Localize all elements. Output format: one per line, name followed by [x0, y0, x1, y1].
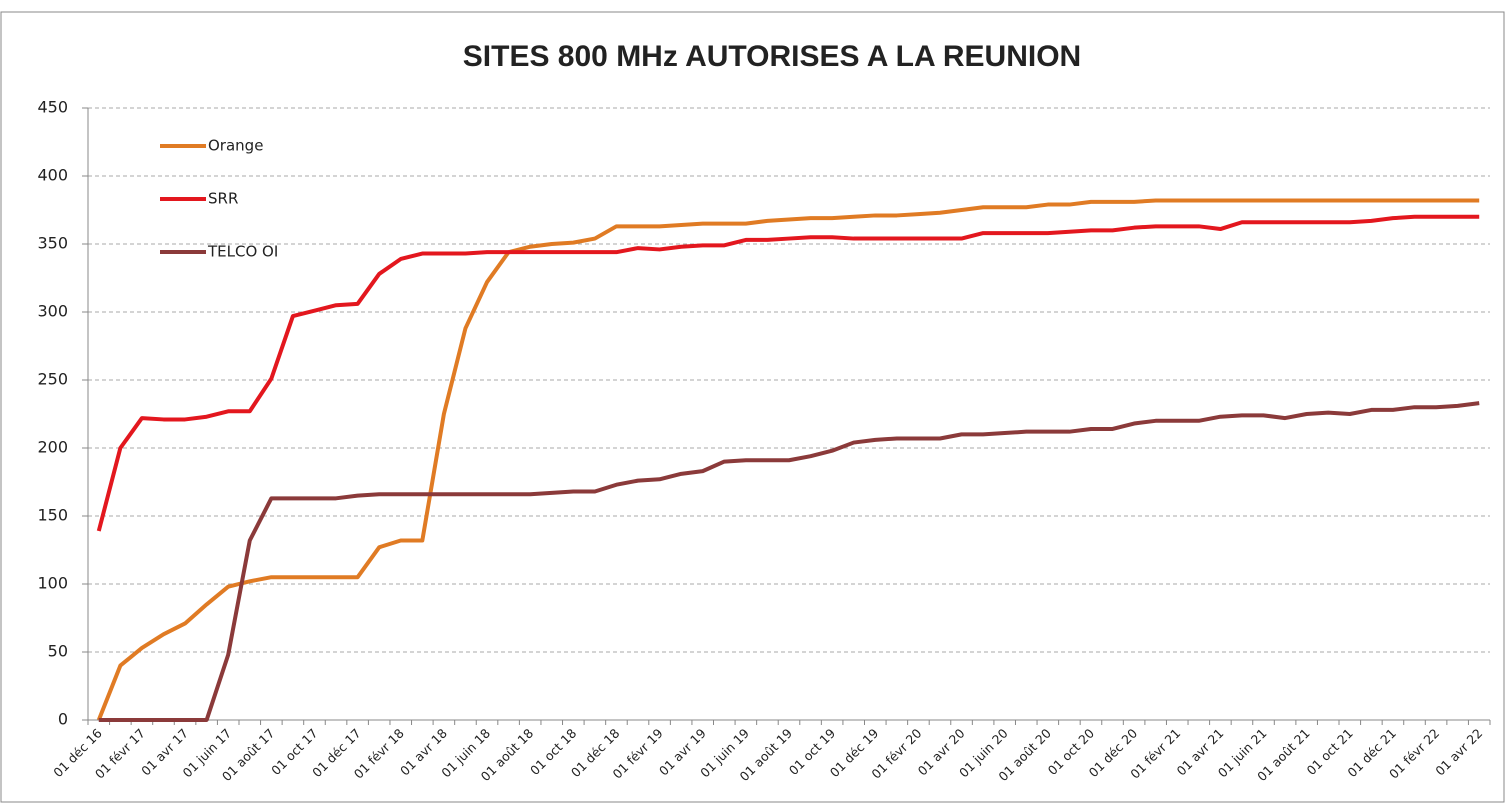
series-line	[96, 214, 1480, 532]
y-tick-label: 200	[37, 438, 68, 457]
chart-border	[0, 11, 1505, 803]
y-tick-label: 300	[37, 302, 68, 321]
y-tick-label: 50	[48, 642, 68, 661]
y-tick-label: 400	[37, 166, 68, 185]
y-tick-label: 0	[58, 710, 68, 729]
series-line	[96, 198, 1480, 721]
legend-label: SRR	[208, 190, 238, 208]
y-tick-label: 250	[37, 370, 68, 389]
chart-title: SITES 800 MHz AUTORISES A LA REUNION	[463, 40, 1081, 73]
legend-label: Orange	[208, 137, 263, 155]
legend-label: TELCO OI	[207, 243, 278, 261]
y-tick-label: 100	[37, 574, 68, 593]
y-tick-label: 150	[37, 506, 68, 525]
series-line	[98, 401, 1480, 722]
y-tick-label: 350	[37, 234, 68, 253]
y-tick-label: 450	[37, 98, 68, 117]
